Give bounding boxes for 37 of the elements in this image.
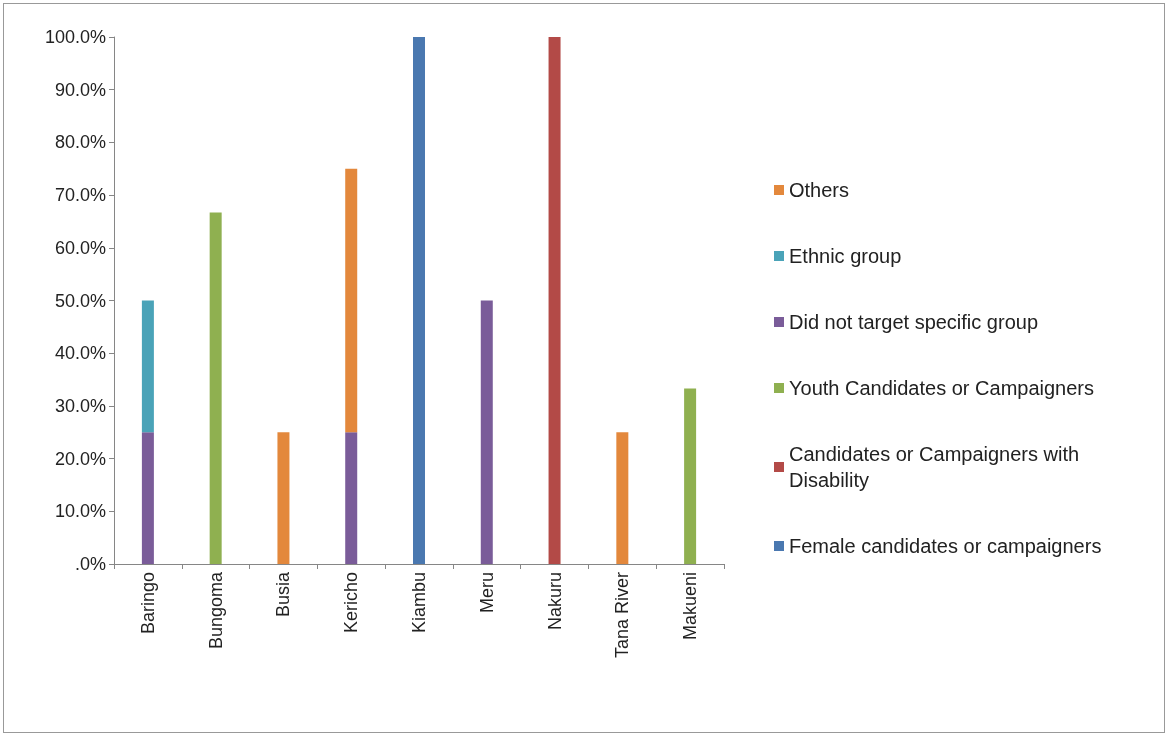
x-tick-label: Baringo xyxy=(137,572,158,635)
x-tick-label: Bungoma xyxy=(205,571,226,650)
bar xyxy=(209,212,222,564)
y-tick-label: 100.0% xyxy=(44,27,106,47)
legend-label: Did not target specific group xyxy=(789,311,1039,333)
y-tick-label: 60.0% xyxy=(54,237,106,258)
legend-label: Female candidates or campaigners xyxy=(789,535,1102,557)
legend-label: Ethnic group xyxy=(789,245,902,267)
x-tick-label: Kericho xyxy=(341,572,362,634)
legend-label: Others xyxy=(789,179,850,201)
x-tick-label: Tana River xyxy=(612,572,633,659)
x-tick-label: Nakuru xyxy=(544,572,565,631)
y-tick-label: 90.0% xyxy=(54,79,106,100)
bar xyxy=(684,388,697,564)
bar xyxy=(277,432,290,564)
x-tick-label: Busia xyxy=(273,571,294,618)
bar xyxy=(345,168,358,433)
bar xyxy=(480,300,493,564)
bar xyxy=(616,432,629,564)
y-tick-label: .0% xyxy=(74,554,106,574)
y-tick-label: 30.0% xyxy=(54,395,106,416)
y-tick-label: 50.0% xyxy=(54,290,106,311)
bar xyxy=(413,37,425,564)
x-tick-label: Makueni xyxy=(680,572,701,641)
bar xyxy=(141,300,154,433)
y-tick-label: 70.0% xyxy=(54,185,106,206)
bar xyxy=(345,432,358,564)
y-tick-label: 40.0% xyxy=(54,343,106,364)
bar xyxy=(548,37,561,564)
y-tick-label: 10.0% xyxy=(54,501,106,522)
y-tick-label: 20.0% xyxy=(54,448,106,469)
y-tick-label: 80.0% xyxy=(54,132,106,153)
x-tick-label: Kiambu xyxy=(409,572,429,634)
legend-label: Candidates or Campaigners with Disability xyxy=(789,443,1085,491)
bar xyxy=(141,432,154,564)
x-tick-label: Meru xyxy=(476,572,497,614)
legend-label: Youth Candidates or Campaigners xyxy=(789,377,1095,399)
